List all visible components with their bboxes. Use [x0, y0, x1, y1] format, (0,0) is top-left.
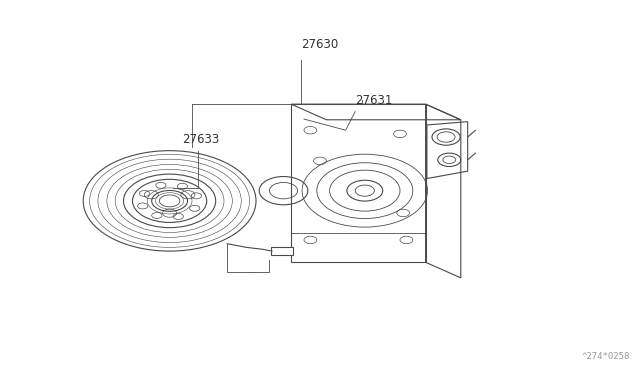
Text: 27633: 27633 — [182, 133, 220, 146]
Text: ^274*0258: ^274*0258 — [582, 352, 630, 361]
FancyBboxPatch shape — [271, 247, 293, 255]
Text: 27630: 27630 — [301, 38, 338, 51]
Text: 27631: 27631 — [355, 94, 392, 107]
